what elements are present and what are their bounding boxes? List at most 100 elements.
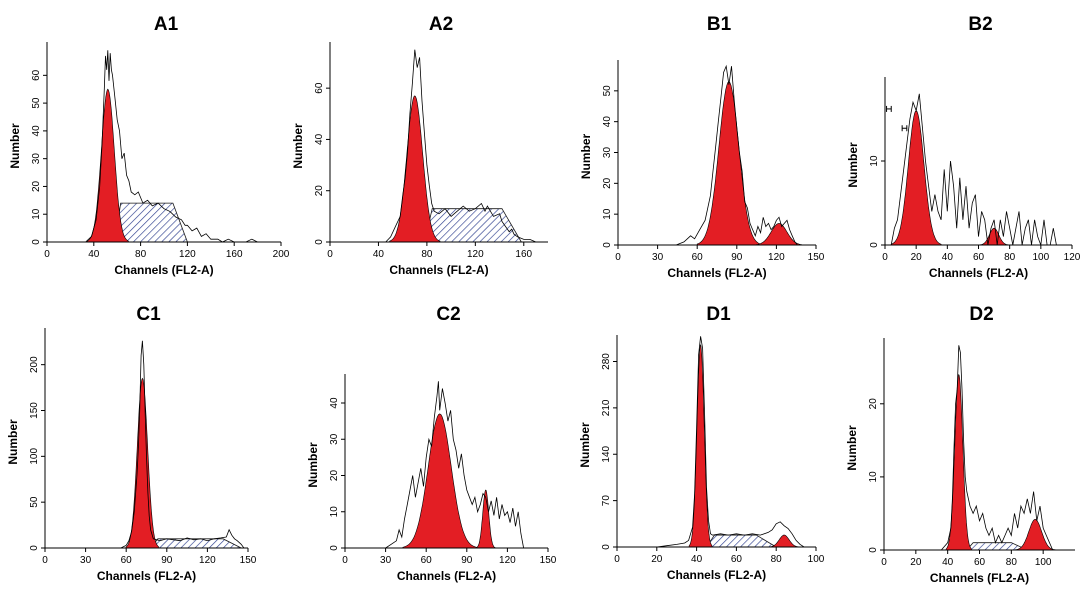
- range-marker: [901, 125, 908, 132]
- x-tick-label: 150: [808, 252, 825, 263]
- y-tick-label: 10: [868, 471, 879, 483]
- x-tick-label: 30: [652, 252, 664, 263]
- histogram-trace: [385, 381, 524, 549]
- y-tick-label: 60: [314, 82, 325, 94]
- y-tick-label: 0: [601, 544, 612, 550]
- y-axis-label: Number: [579, 134, 593, 180]
- y-tick-label: 10: [329, 506, 340, 518]
- x-tick-label: 80: [1004, 252, 1016, 263]
- x-tick-label: 60: [974, 557, 986, 568]
- panel-title: A1: [154, 14, 179, 35]
- g2-peak: [475, 489, 496, 549]
- y-tick-label: 0: [868, 547, 879, 553]
- y-tick-label: 20: [31, 180, 42, 192]
- x-tick-label: 0: [327, 249, 333, 260]
- x-tick-label: 0: [44, 249, 50, 260]
- x-tick-label: 30: [380, 555, 392, 566]
- x-tick-label: 160: [226, 249, 243, 260]
- x-tick-label: 0: [42, 555, 48, 566]
- x-tick-label: 80: [135, 249, 147, 260]
- y-axis-label: Number: [291, 123, 305, 169]
- panel-d2: 0 20 40 60 80 100 0 10 20 D2 Channels (FL2-A) Numbe…: [845, 304, 1075, 585]
- x-tick-label: 90: [461, 555, 473, 566]
- x-axis-label: Channels (FL2-A): [667, 266, 766, 280]
- y-tick-label: 40: [31, 125, 42, 137]
- g2-peak: [753, 223, 805, 246]
- y-tick-label: 20: [329, 470, 340, 482]
- panel-title: B1: [707, 14, 732, 35]
- panel-d1: 0 20 40 60 80 100 0 70 140 210 280 D1 Channels (FL2-…: [578, 304, 825, 582]
- s-phase-region: [114, 202, 188, 243]
- panel-title: B2: [968, 14, 992, 35]
- x-tick-label: 40: [88, 249, 100, 260]
- x-tick-label: 0: [881, 557, 887, 568]
- x-tick-label: 120: [199, 555, 216, 566]
- y-tick-label: 10: [602, 208, 613, 220]
- x-tick-label: 40: [942, 557, 954, 568]
- x-tick-label: 0: [615, 252, 621, 263]
- x-tick-label: 40: [691, 554, 703, 565]
- y-tick-label: 10: [31, 208, 42, 220]
- y-tick-label: 40: [329, 397, 340, 409]
- y-tick-label: 0: [314, 239, 325, 245]
- x-axis-label: Channels (FL2-A): [389, 263, 488, 277]
- g1-peak: [402, 413, 477, 549]
- y-tick-label: 10: [869, 155, 880, 167]
- y-tick-label: 0: [869, 242, 880, 248]
- g1-peak: [696, 81, 761, 246]
- x-tick-label: 80: [1006, 557, 1018, 568]
- x-axis-label: Channels (FL2-A): [97, 569, 196, 583]
- x-tick-label: 120: [1064, 252, 1080, 263]
- y-tick-label: 0: [329, 545, 340, 551]
- x-tick-label: 100: [1035, 557, 1052, 568]
- x-tick-label: 60: [421, 555, 433, 566]
- y-axis-label: Number: [846, 142, 860, 188]
- panel-b1: 0 30 60 90 120 150 0 10 20 30 40 50 B1 Channels (FL2-…: [579, 14, 825, 280]
- y-tick-label: 50: [602, 85, 613, 97]
- panel-a2: 0 40 80 120 160 0 20 40 60 A2 Channels (FL2-A) Numb…: [291, 14, 548, 277]
- x-tick-label: 200: [273, 249, 290, 260]
- y-tick-label: 0: [29, 545, 40, 551]
- y-tick-label: 70: [601, 495, 612, 507]
- x-tick-label: 100: [1032, 252, 1049, 263]
- histogram-trace: [675, 64, 816, 246]
- histogram-trace: [656, 336, 816, 548]
- x-tick-label: 60: [973, 252, 985, 263]
- panel-a1: 0 40 80 120 160 200 0 10 20 30 40 50 60 A1 Channels (F…: [8, 14, 290, 277]
- x-tick-label: 160: [515, 249, 532, 260]
- y-axis-label: Number: [578, 422, 592, 468]
- x-tick-label: 90: [161, 555, 173, 566]
- x-tick-label: 40: [373, 249, 385, 260]
- x-axis-label: Channels (FL2-A): [114, 263, 213, 277]
- g1-peak: [945, 373, 972, 551]
- y-tick-label: 40: [314, 133, 325, 145]
- histogram-trace: [120, 340, 248, 549]
- panel-title: D1: [706, 304, 731, 325]
- y-tick-label: 0: [602, 242, 613, 248]
- x-tick-label: 0: [882, 252, 888, 263]
- panel-c1: 0 30 60 90 120 150 0 50 100 150 200 C1 Channels (FL2…: [6, 304, 257, 583]
- y-tick-label: 150: [29, 402, 40, 419]
- y-tick-label: 140: [601, 445, 612, 462]
- histogram-trace: [940, 345, 1075, 551]
- panel-c2: 0 30 60 90 120 150 0 10 20 30 40 C2 Channels (FL2-A)…: [306, 304, 557, 583]
- y-tick-label: 50: [31, 97, 42, 109]
- x-tick-label: 90: [731, 252, 743, 263]
- histogram-trace: [385, 49, 537, 243]
- x-tick-label: 120: [499, 555, 516, 566]
- y-axis-label: Number: [306, 442, 320, 488]
- y-tick-label: 60: [31, 69, 42, 81]
- y-tick-label: 210: [601, 399, 612, 416]
- g2-peak: [767, 534, 801, 548]
- g1-peak: [125, 377, 160, 549]
- panel-title: A2: [429, 14, 453, 35]
- y-tick-label: 40: [602, 116, 613, 128]
- x-axis-label: Channels (FL2-A): [397, 569, 496, 583]
- panel-title: D2: [969, 304, 993, 325]
- x-tick-label: 0: [614, 554, 620, 565]
- g2-peak: [978, 227, 1010, 246]
- x-axis-label: Channels (FL2-A): [929, 266, 1028, 280]
- y-axis-label: Number: [6, 419, 20, 465]
- x-tick-label: 150: [240, 555, 257, 566]
